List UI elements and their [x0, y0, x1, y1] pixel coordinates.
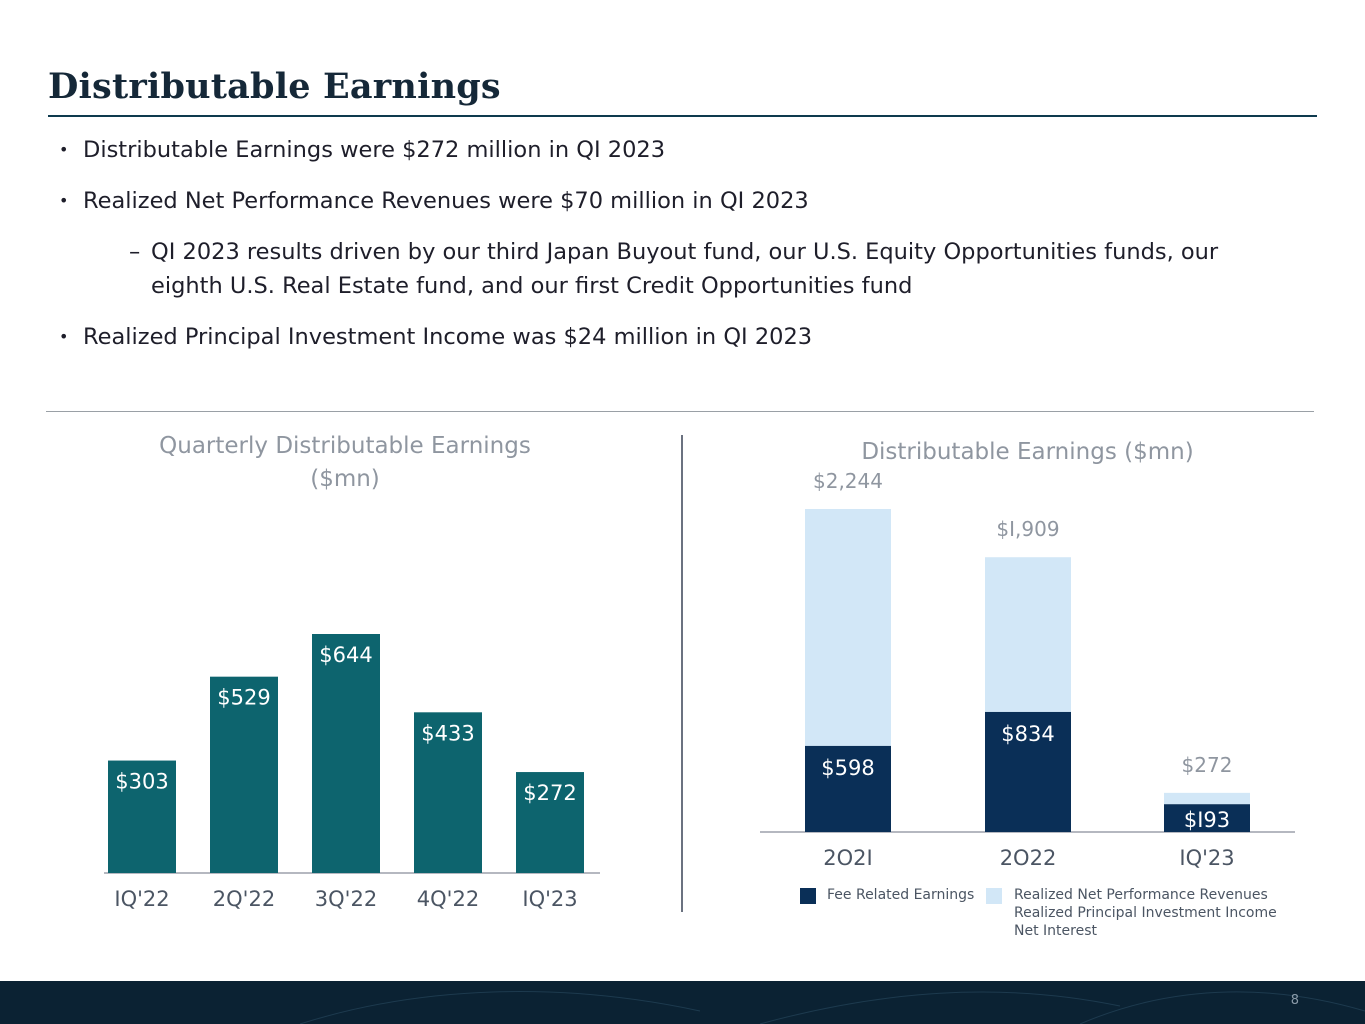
x-tick-label: IQ'23: [522, 887, 577, 911]
x-tick-label: IQ'23: [1179, 846, 1234, 870]
sub-bullet-text-line1: QI 2023 results driven by our third Japa…: [151, 239, 1219, 265]
bullet-dot: •: [59, 191, 69, 210]
x-tick-label: 3Q'22: [315, 887, 377, 911]
legend-swatch-fee-related: [800, 888, 816, 904]
fee-value-label: $598: [821, 756, 874, 780]
annual-chart-title-text: Distributable Earnings ($mn): [861, 439, 1194, 465]
x-tick-label: IQ'22: [114, 887, 169, 911]
x-tick-label: 2O22: [1000, 846, 1057, 870]
bullet-text: Distributable Earnings were $272 million…: [83, 137, 666, 163]
bar-3Q'22: [312, 634, 380, 873]
bar-value-label: $433: [421, 721, 474, 745]
fee-value-label: $834: [1001, 722, 1054, 746]
section-divider: [46, 411, 1314, 412]
title-divider: [48, 115, 1317, 117]
bar-value-label: $529: [217, 686, 270, 710]
sub-bullet-results-drivers: – QI 2023 results driven by our third Ja…: [129, 235, 1219, 303]
total-value-label: $I,909: [996, 517, 1059, 541]
annual-chart-title: Distributable Earnings ($mn): [770, 436, 1285, 469]
bar-IQ'22: [108, 760, 176, 873]
bar-value-label: $272: [523, 781, 576, 805]
bullet-text: Realized Net Performance Revenues were $…: [83, 188, 809, 214]
bullet-text: Realized Principal Investment Income was…: [83, 324, 813, 350]
quarterly-bar-chart: $303 IQ'22 $529 2Q'22 $644 3Q'22 $433 4Q'22 $272…: [104, 634, 600, 911]
bullet-principal-investment: • Realized Principal Investment Income w…: [59, 320, 813, 354]
x-tick-label: 4Q'22: [417, 887, 479, 911]
x-tick-label: 2Q'22: [213, 887, 275, 911]
bullet-dot: •: [59, 140, 69, 159]
bar-segment-fee-2022: [985, 711, 1071, 832]
bar-segment-fee-IQ'23: [1164, 804, 1250, 832]
annual-stacked-bar-chart: $598 $2,244 2O2I $834 $I,909 2O22 $I93 $272 IQ'2…: [760, 469, 1295, 870]
bar-segment-other-2021: [805, 509, 891, 746]
bar-value-label: $644: [319, 643, 372, 667]
x-tick-label: 2O2I: [823, 846, 872, 870]
bar-IQ'23: [516, 772, 584, 873]
legend-other-line2: Realized Principal Investment Income: [1014, 905, 1277, 921]
bar-segment-other-2022: [985, 557, 1071, 712]
bullet-dot: •: [59, 327, 69, 346]
bullet-distributable-earnings: • Distributable Earnings were $272 milli…: [59, 133, 666, 167]
bar-segment-other-IQ'23: [1164, 792, 1250, 805]
bar-value-label: $303: [115, 770, 168, 794]
fee-value-label: $I93: [1184, 808, 1230, 832]
page-number: 8: [1290, 993, 1299, 1008]
sub-bullet-dash: –: [129, 239, 141, 265]
total-value-label: $2,244: [813, 469, 883, 493]
bar-4Q'22: [414, 712, 482, 873]
quarterly-chart-title: Quarterly Distributable Earnings ($mn): [100, 430, 590, 496]
quarterly-chart-title-line2: ($mn): [310, 466, 380, 492]
chart-divider: [681, 435, 683, 912]
bar-2Q'22: [210, 676, 278, 873]
page-title: Distributable Earnings: [48, 66, 501, 107]
bar-segment-fee-2021: [805, 745, 891, 832]
quarterly-chart-title-line1: Quarterly Distributable Earnings: [159, 433, 531, 459]
total-value-label: $272: [1182, 753, 1233, 777]
footer-bar: 8: [0, 981, 1365, 1024]
footer-decoration: [299, 991, 1365, 1024]
legend-swatch-other: [986, 888, 1002, 904]
legend-other: Realized Net Performance Revenues Realiz…: [1014, 886, 1277, 940]
legend-other-line1: Realized Net Performance Revenues: [1014, 887, 1268, 903]
legend-other-line3: Net Interest: [1014, 923, 1097, 939]
sub-bullet-text-line2: eighth U.S. Real Estate fund, and our fi…: [151, 273, 913, 299]
bullet-realized-net-performance: • Realized Net Performance Revenues were…: [59, 184, 809, 218]
legend-fee-related: Fee Related Earnings: [827, 887, 975, 903]
